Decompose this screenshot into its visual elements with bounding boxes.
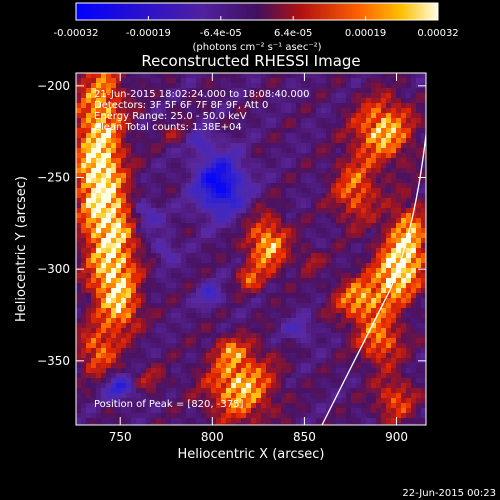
x-tick-label: 850: [293, 430, 316, 444]
colorbar-ticks: -0.00032 -0.00019 -6.4e-05 6.4e-05 0.00019 0.…: [54, 16, 459, 39]
plot-frame: [75, 72, 427, 426]
x-axis-label: Heliocentric X (arcsec): [178, 447, 325, 462]
colorbar-tick-label: -0.00032: [54, 28, 99, 39]
chart-title: Reconstructed RHESSI Image: [141, 52, 360, 70]
axis-ticks: 750 800 850 900 −200 −250 −300 −350: [37, 73, 426, 444]
colorbar-tick-label: -6.4e-05: [200, 28, 242, 39]
colorbar-tick-label: 0.00019: [345, 28, 386, 39]
colorbar-tick-label: 0.00032: [417, 28, 458, 39]
y-axis-label: Heliocentric Y (arcsec): [14, 176, 29, 322]
colorbar: [75, 2, 439, 21]
colorbar-units: (photons cm⁻² s⁻¹ asec⁻²): [192, 42, 321, 53]
x-tick-label: 800: [201, 430, 224, 444]
y-tick-label: −300: [37, 262, 70, 276]
footer-timestamp: 22-Jun-2015 00:23: [402, 488, 496, 499]
colorbar-tick-label: 6.4e-05: [274, 28, 312, 39]
x-tick-label: 900: [385, 430, 408, 444]
solar-limb-curve: [321, 134, 426, 425]
x-tick-label: 750: [109, 430, 132, 444]
y-tick-label: −200: [37, 79, 70, 93]
annotation-detectors: Detectors: 3F 5F 6F 7F 8F 9F, Att 0: [94, 100, 268, 111]
annotation-time-range: 21-Jun-2015 18:02:24.000 to 18:08:40.000: [94, 89, 310, 100]
annotation-counts: Clean Total counts: 1.38E+04: [94, 122, 242, 133]
annotation-energy: Energy Range: 25.0 - 50.0 keV: [94, 111, 247, 122]
peak-position-label: Position of Peak = [820, -375]: [94, 399, 243, 410]
heatmap-image: [76, 73, 426, 425]
colorbar-tick-label: -0.00019: [126, 28, 171, 39]
y-tick-label: −350: [37, 354, 70, 368]
y-tick-label: −250: [37, 171, 70, 185]
